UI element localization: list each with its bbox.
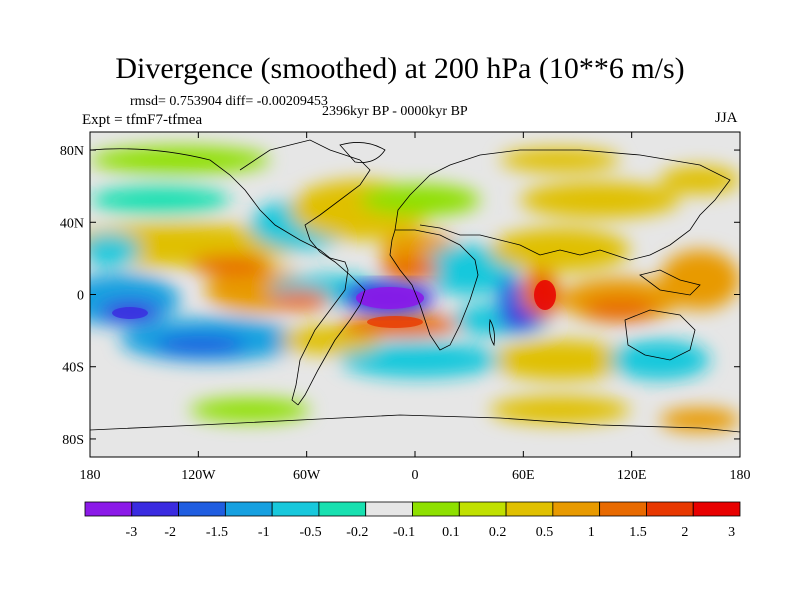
field-maximum [534, 280, 556, 310]
colorbar-label: 1 [588, 525, 595, 540]
americas-west-coast [90, 148, 349, 406]
lon-tick-label: 60W [293, 468, 321, 483]
colorbar-swatch [318, 501, 367, 517]
lat-tick-label: 80N [60, 144, 84, 159]
field-patch [190, 398, 310, 422]
field-patch [360, 184, 480, 216]
field-patch [500, 148, 620, 172]
field-core [500, 310, 540, 330]
lat-tick-label: 40S [62, 361, 84, 376]
coastlines [90, 139, 740, 433]
field-core [380, 258, 440, 282]
season-label: JJA [715, 110, 738, 126]
colorbar-label: -2 [164, 525, 176, 540]
colorbar-swatch [458, 501, 507, 517]
colorbar-swatch [271, 501, 320, 517]
colorbar-label: -1.5 [206, 525, 228, 540]
field-patch [490, 340, 630, 380]
colorbar-swatch [178, 501, 226, 517]
colorbar-swatch [646, 501, 694, 517]
lon-tick-label: 0 [412, 468, 419, 483]
colorbar-label: -1 [258, 525, 270, 540]
colorbar-label: -3 [126, 525, 138, 540]
australia [624, 309, 696, 361]
lon-tick-label: 180 [80, 468, 101, 483]
colorbar-label: -0.2 [346, 525, 368, 540]
eurasia [394, 149, 731, 261]
colorbar-swatch [84, 501, 133, 517]
divergence-field [90, 146, 740, 432]
field-patch [90, 146, 270, 174]
field-core [190, 255, 270, 275]
field-patch [490, 396, 630, 424]
madagascar [489, 318, 495, 347]
colorbar-label: 0.5 [536, 525, 554, 540]
colorbar-label: 1.5 [629, 525, 647, 540]
lat-tick-label: 80S [62, 433, 84, 448]
africa [389, 229, 479, 351]
field-patch [90, 234, 140, 266]
colorbar-swatch [599, 501, 647, 517]
lon-tick-label: 120E [617, 468, 647, 483]
colorbar-swatch [131, 501, 179, 517]
colorbar-label: 3 [728, 525, 735, 540]
field-patch [610, 340, 710, 380]
colorbar-label: -0.1 [393, 525, 415, 540]
colorbar: -3 -2 -1.5 -1 -0.5 -0.2 -0.1 0.1 0.2 0.5 1 1.5 2 3 [84, 501, 741, 540]
field-patch [90, 223, 300, 267]
americas-east-coast [297, 159, 371, 406]
field-patch [520, 182, 680, 218]
field-patch [660, 166, 740, 194]
colorbar-swatch [365, 501, 413, 517]
field-minimum [112, 307, 148, 319]
field-patch [90, 186, 230, 214]
colorbar-swatch [505, 501, 554, 517]
lon-tick-label: 180 [730, 468, 751, 483]
field-patch [660, 250, 740, 310]
colorbar-swatch [552, 501, 601, 517]
longitude-axis: 180 120W 60W 0 60E 120E 180 [80, 132, 751, 483]
map-title: Divergence (smoothed) at 200 hPa (10**6 … [115, 52, 685, 85]
colorbar-swatch [224, 501, 273, 517]
latitude-axis: 80N 40N 0 40S 80S [60, 144, 740, 448]
lat-tick-label: 0 [77, 289, 84, 304]
colorbar-label: 0.1 [442, 525, 460, 540]
field-core [270, 290, 330, 310]
colorbar-label: -0.5 [299, 525, 321, 540]
colorbar-label: 2 [681, 525, 688, 540]
colorbar-swatch [692, 501, 741, 517]
antarctica [90, 414, 740, 433]
greenland [339, 142, 386, 163]
field-patch [340, 342, 500, 378]
lon-tick-label: 60E [512, 468, 535, 483]
experiment-label: Expt = tfmF7-tfmea [82, 112, 203, 128]
field-maximum [367, 316, 423, 328]
colorbar-swatch [412, 501, 460, 517]
maritime-continent [639, 269, 701, 296]
field-patch [660, 408, 740, 432]
field-patch [280, 326, 380, 354]
field-core [155, 335, 245, 355]
lon-tick-label: 120W [181, 468, 216, 483]
field-minimum [356, 287, 424, 309]
statistics-line: rmsd= 0.753904 diff= -0.00209453 [130, 94, 328, 109]
period-label: 2396kyr BP - 0000kyr BP [322, 104, 468, 119]
north-america-arctic [239, 139, 361, 171]
lat-tick-label: 40N [60, 216, 84, 231]
field-core [584, 298, 656, 322]
colorbar-label: 0.2 [489, 525, 507, 540]
